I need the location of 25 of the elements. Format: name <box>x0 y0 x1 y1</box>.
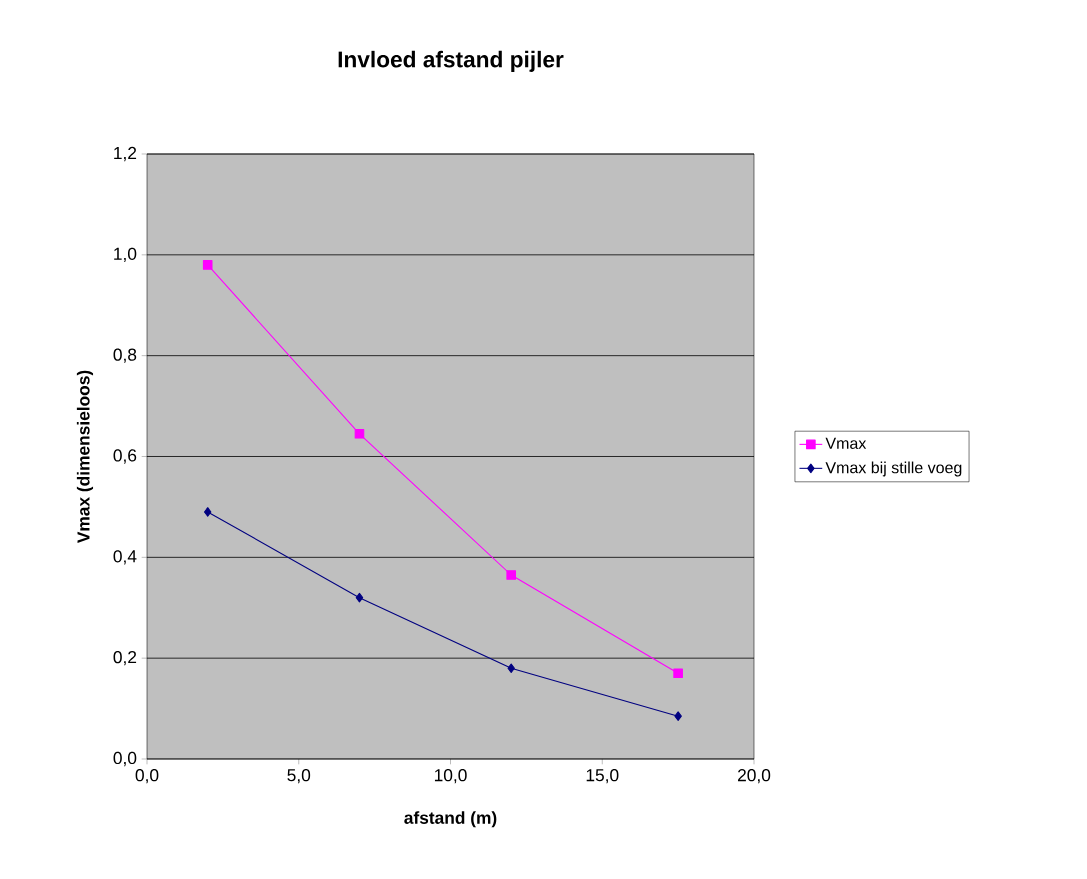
y-tick-label: 1,2 <box>114 146 137 162</box>
y-tick-label: 0,6 <box>113 449 137 464</box>
y-tick-label: 0,2 <box>113 651 137 666</box>
point <box>355 592 364 603</box>
point <box>506 570 517 580</box>
x-axis-title: afstand (m) <box>404 811 497 828</box>
y-tick-label: 0,8 <box>113 348 137 363</box>
point <box>202 260 213 270</box>
point <box>507 663 515 674</box>
point <box>674 711 682 721</box>
point <box>203 507 212 517</box>
x-tick-label: 15,0 <box>586 769 619 784</box>
x-tick-label: 5,0 <box>287 769 311 784</box>
legend-label: Vmax <box>825 437 867 450</box>
legend-label: Vmax bij stille voeg <box>825 461 962 477</box>
y-tick-label: 1,0 <box>114 247 137 262</box>
point <box>673 668 683 679</box>
y-axis-title: Vmax (dimensieloos) <box>76 370 94 544</box>
y-tick-label: 0,0 <box>113 751 137 767</box>
x-tick-label: 10,0 <box>434 769 467 784</box>
y-tick-label: 0,4 <box>113 550 137 565</box>
x-tick-label: 0,0 <box>135 769 159 784</box>
x-tick-label: 20,0 <box>738 769 771 784</box>
chart-title: Invloed afstand pijler <box>338 50 564 72</box>
point <box>354 429 365 439</box>
